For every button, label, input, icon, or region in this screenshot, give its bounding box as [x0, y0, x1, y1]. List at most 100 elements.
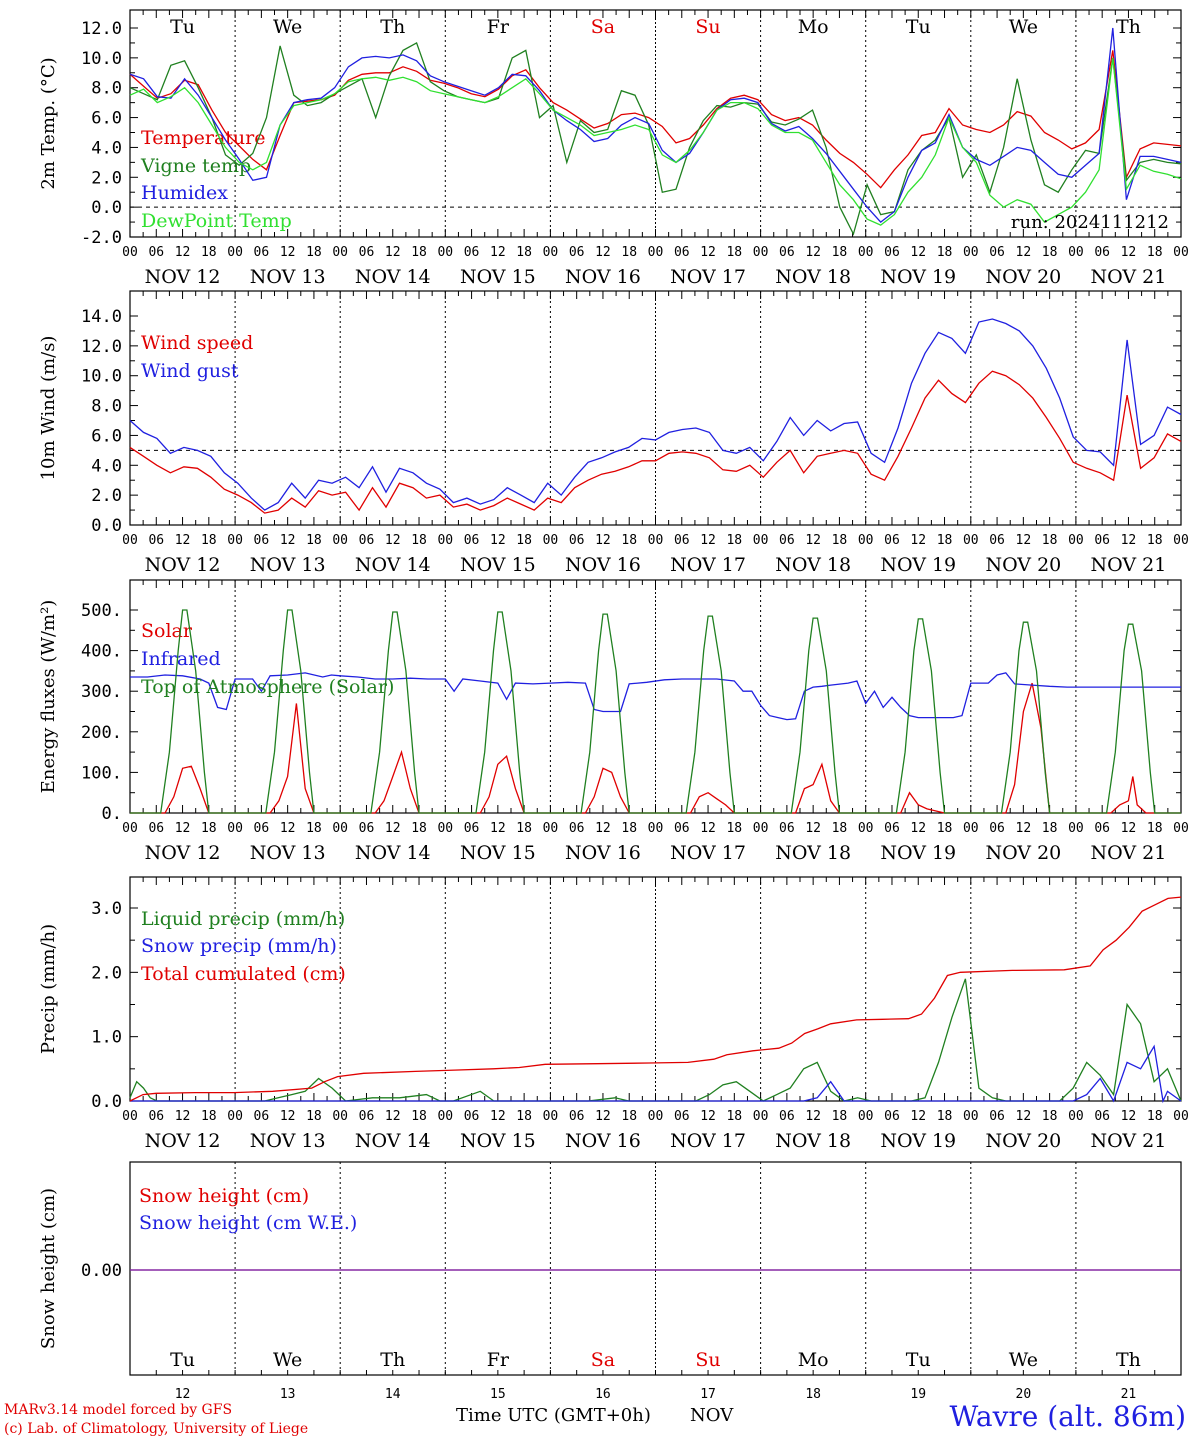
- temp-hour-label: 12: [280, 245, 296, 260]
- precip-hour-label: 06: [464, 1109, 480, 1124]
- temp-hour-label: 00: [753, 245, 769, 260]
- temp-hour-label: 12: [385, 245, 401, 260]
- wind-y-tick-label: 14.0: [81, 307, 122, 327]
- flux-hour-label: 18: [726, 821, 742, 836]
- wind-hour-label: 18: [516, 533, 532, 548]
- temp-date-label: NOV 16: [565, 266, 641, 288]
- temp-hour-label: 12: [1016, 245, 1032, 260]
- wind-hour-label: 00: [122, 533, 138, 548]
- flux-hour-label: 18: [832, 821, 848, 836]
- flux-hour-label: 06: [464, 821, 480, 836]
- flux-legend-0: Solar: [141, 620, 193, 642]
- precip-hour-label: 18: [201, 1109, 217, 1124]
- precip-hour-label: 00: [543, 1109, 559, 1124]
- weekday-label-top: We: [1009, 16, 1038, 38]
- temp-hour-label: 12: [805, 245, 821, 260]
- precip-series-liquid-precip-mm-h-: [129, 978, 1182, 1102]
- wind-hour-label: 18: [201, 533, 217, 548]
- wind-hour-label: 12: [805, 533, 821, 548]
- snow-y-tick-label: 0.00: [81, 1261, 122, 1281]
- flux-y-tick-label: 500.: [81, 601, 122, 621]
- flux-date-label: NOV 16: [565, 842, 641, 864]
- flux-y-tick-label: 300.: [81, 682, 122, 702]
- precip-hour-label: 12: [1016, 1109, 1032, 1124]
- wind-y-tick-label: 8.0: [91, 397, 122, 417]
- flux-hour-label: 06: [884, 821, 900, 836]
- flux-hour-label: 12: [280, 821, 296, 836]
- precip-series-total-cumulated-cm-: [129, 896, 1182, 1102]
- wind-date-label: NOV 14: [355, 554, 431, 576]
- precip-hour-label: 06: [884, 1109, 900, 1124]
- wind-hour-label: 18: [306, 533, 322, 548]
- temp-hour-label: 06: [569, 245, 585, 260]
- precip-hour-label: 06: [569, 1109, 585, 1124]
- flux-hour-label: 12: [490, 821, 506, 836]
- flux-hour-label: 06: [674, 821, 690, 836]
- precip-hour-label: 18: [832, 1109, 848, 1124]
- wind-date-label: NOV 15: [460, 554, 536, 576]
- bottom-day-number: 20: [1016, 1387, 1032, 1402]
- temp-hour-label: 18: [937, 245, 953, 260]
- wind-hour-label: 00: [437, 533, 453, 548]
- wind-hour-label: 00: [227, 533, 243, 548]
- precip-date-label: NOV 13: [250, 1130, 326, 1152]
- temp-date-label: NOV 14: [355, 266, 431, 288]
- precip-hour-label: 00: [858, 1109, 874, 1124]
- precip-legend-2: Total cumulated (cm): [141, 963, 346, 985]
- temp-date-label: NOV 19: [880, 266, 956, 288]
- wind-date-label: NOV 17: [670, 554, 746, 576]
- bottom-day-number: 13: [280, 1387, 296, 1402]
- wind-hour-label: 06: [569, 533, 585, 548]
- precip-y-tick-label: 1.0: [91, 1028, 122, 1048]
- flux-hour-label: 18: [937, 821, 953, 836]
- precip-hour-label: 06: [254, 1109, 270, 1124]
- precip-y-tick-label: 0.0: [91, 1092, 122, 1112]
- precip-hour-label: 12: [280, 1109, 296, 1124]
- precip-hour-label: 06: [148, 1109, 164, 1124]
- temp-hour-label: 18: [1042, 245, 1058, 260]
- weekday-label-bottom: Fr: [487, 1349, 510, 1371]
- temp-date-label: NOV 18: [775, 266, 851, 288]
- flux-hour-label: 12: [910, 821, 926, 836]
- bottom-day-number: 19: [910, 1387, 926, 1402]
- wind-hour-label: 06: [464, 533, 480, 548]
- wind-y-tick-label: 2.0: [91, 486, 122, 506]
- flux-hour-label: 00: [963, 821, 979, 836]
- flux-hour-label: 06: [989, 821, 1005, 836]
- precip-hour-label: 18: [621, 1109, 637, 1124]
- temp-date-label: NOV 20: [985, 266, 1061, 288]
- flux-hour-label: 12: [385, 821, 401, 836]
- temp-hour-label: 06: [148, 245, 164, 260]
- temp-hour-label: 18: [621, 245, 637, 260]
- flux-hour-label: 06: [254, 821, 270, 836]
- wind-hour-label: 00: [1068, 533, 1084, 548]
- snow-y-axis-label: Snow height (cm): [38, 1188, 59, 1349]
- bottom-day-number: 16: [595, 1387, 611, 1402]
- wind-date-label: NOV 16: [565, 554, 641, 576]
- flux-date-label: NOV 12: [145, 842, 221, 864]
- flux-hour-label: 06: [779, 821, 795, 836]
- temp-legend-1: Vigne temp: [140, 155, 251, 177]
- bottom-day-number: 14: [385, 1387, 401, 1402]
- flux-date-label: NOV 14: [355, 842, 431, 864]
- temp-hour-label: 00: [332, 245, 348, 260]
- flux-hour-label: 18: [201, 821, 217, 836]
- temp-series-vigne-temp: [129, 41, 1182, 236]
- temp-hour-label: 00: [963, 245, 979, 260]
- temp-series-dewpoint-temp: [129, 57, 1182, 226]
- wind-hour-label: 12: [280, 533, 296, 548]
- precip-hour-label: 12: [700, 1109, 716, 1124]
- flux-y-tick-label: 200.: [81, 723, 122, 743]
- precip-hour-label: 06: [779, 1109, 795, 1124]
- wind-series-wind-gust: [129, 318, 1182, 511]
- flux-y-tick-label: 0.: [102, 804, 122, 824]
- weekday-label-bottom: Sa: [591, 1349, 615, 1371]
- weekday-label-top: Mo: [798, 16, 829, 38]
- flux-hour-label: 12: [700, 821, 716, 836]
- precip-series-snow-precip-mm-h-: [130, 1044, 1182, 1104]
- temp-hour-label-final: 00: [1173, 245, 1189, 260]
- bottom-day-number: 21: [1121, 1387, 1137, 1402]
- temp-hour-label: 12: [700, 245, 716, 260]
- flux-hour-label: 00: [648, 821, 664, 836]
- temp-legend-2: Humidex: [141, 182, 228, 204]
